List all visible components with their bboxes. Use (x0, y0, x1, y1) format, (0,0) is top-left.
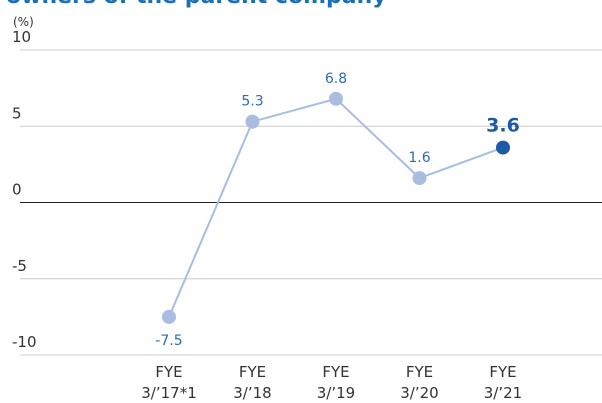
point (162, 309, 176, 324)
x-tick-label: FYE (322, 363, 349, 381)
y-tick-label: 10 (12, 28, 31, 46)
data-label: 6.8 (325, 71, 347, 87)
x-tick-label: 3/’20 (400, 384, 438, 402)
x-tick-label: FYE (406, 363, 433, 381)
x-tick-label: FYE (489, 363, 516, 381)
point (412, 171, 427, 186)
line (168, 97, 504, 318)
point (329, 91, 343, 106)
data-label: -7.5 (155, 333, 182, 349)
x-tick-label: 3/’18 (233, 384, 271, 402)
x-tick-label: 3/’17*1 (141, 384, 197, 402)
y-tick-label: 5 (12, 104, 22, 122)
data-label: 1.6 (408, 150, 430, 166)
data-label: 5.3 (241, 94, 263, 110)
point (245, 114, 260, 129)
y-tick-label: 0 (12, 181, 22, 199)
y-tick-label: -10 (12, 333, 37, 351)
x-tick-label: FYE (239, 363, 266, 381)
x-tick-label: 3/’21 (484, 384, 522, 402)
data-label: 3.6 (486, 115, 520, 137)
y-tick-label: -5 (12, 257, 27, 275)
x-tick-label: FYE (155, 363, 182, 381)
chart-title: owners of the parent company (6, 0, 387, 9)
y-axis-label: (%) (13, 15, 34, 29)
point (496, 140, 510, 155)
x-tick-label: 3/’19 (317, 384, 355, 402)
